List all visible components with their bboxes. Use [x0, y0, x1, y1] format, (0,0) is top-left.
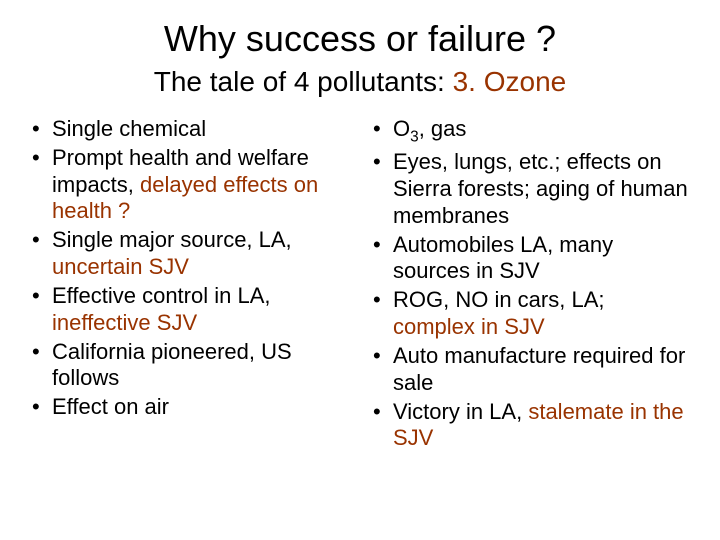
list-item: Single major source, LA, uncertain SJV	[28, 227, 351, 281]
list-item-text: Single chemical	[52, 116, 206, 141]
slide-subtitle: The tale of 4 pollutants: 3. Ozone	[28, 66, 692, 98]
list-item: Effective control in LA, ineffective SJV	[28, 283, 351, 337]
list-item-accent: complex in SJV	[393, 314, 545, 339]
list-item: O3, gas	[369, 116, 692, 147]
right-list: O3, gas Eyes, lungs, etc.; effects on Sie…	[369, 116, 692, 452]
list-item-text: Auto manufacture required for sale	[393, 343, 685, 395]
list-item: Single chemical	[28, 116, 351, 143]
list-item: Eyes, lungs, etc.; effects on Sierra for…	[369, 149, 692, 229]
columns-container: Single chemical Prompt health and welfare…	[28, 116, 692, 454]
list-item-text: Effect on air	[52, 394, 169, 419]
list-item-accent: uncertain SJV	[52, 254, 189, 279]
left-list: Single chemical Prompt health and welfare…	[28, 116, 351, 421]
slide-container: Why success or failure ? The tale of 4 p…	[0, 0, 720, 540]
list-item-text: O3, gas	[393, 116, 466, 141]
list-item: California pioneered, US follows	[28, 339, 351, 393]
list-item: Effect on air	[28, 394, 351, 421]
list-item: ROG, NO in cars, LA; complex in SJV	[369, 287, 692, 341]
list-item: Automobiles LA, many sources in SJV	[369, 232, 692, 286]
list-item-text: California pioneered, US follows	[52, 339, 292, 391]
list-item: Victory in LA, stalemate in the SJV	[369, 399, 692, 453]
list-item-text: ROG, NO in cars, LA;	[393, 287, 605, 312]
list-item: Prompt health and welfare impacts, delay…	[28, 145, 351, 225]
list-item-text: Victory in LA,	[393, 399, 528, 424]
right-column: O3, gas Eyes, lungs, etc.; effects on Sie…	[369, 116, 692, 454]
list-item-text: Eyes, lungs, etc.; effects on Sierra for…	[393, 149, 688, 228]
subtitle-accent: 3. Ozone	[453, 66, 567, 97]
left-column: Single chemical Prompt health and welfare…	[28, 116, 351, 454]
subtitle-prefix: The tale of 4 pollutants:	[154, 66, 453, 97]
slide-title: Why success or failure ?	[28, 18, 692, 60]
list-item-text: Automobiles LA, many sources in SJV	[393, 232, 613, 284]
list-item-text: Single major source, LA,	[52, 227, 292, 252]
list-item-text: Effective control in LA,	[52, 283, 271, 308]
list-item: Auto manufacture required for sale	[369, 343, 692, 397]
list-item-accent: ineffective SJV	[52, 310, 197, 335]
